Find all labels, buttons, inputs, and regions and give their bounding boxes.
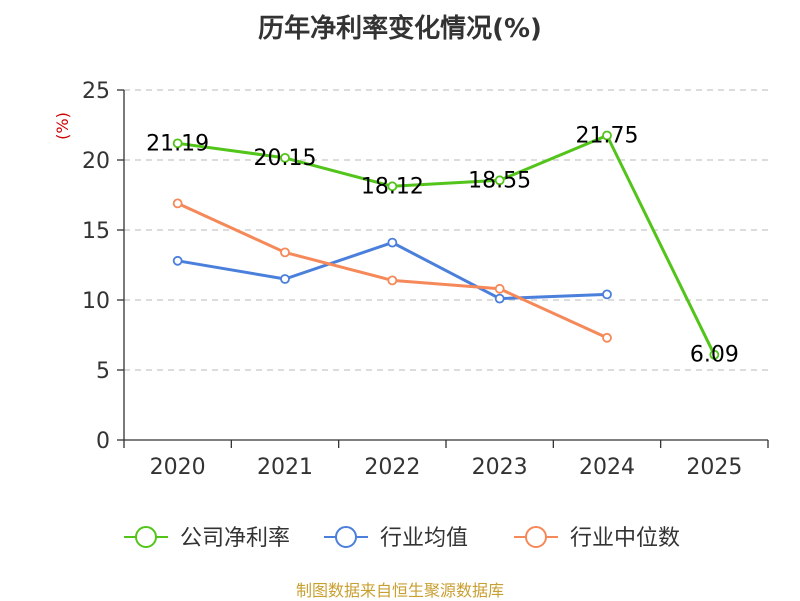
- data-point-s3-2024: [602, 332, 612, 343]
- data-point-s3-2022: [387, 275, 398, 286]
- y-tick-label-15: 15: [82, 219, 110, 244]
- data-label-2023: 18.55: [468, 168, 531, 193]
- series-lines: [172, 130, 720, 360]
- y-axis-ticks: 0 5 10 15 20 25: [82, 79, 124, 454]
- data-label-2021: 20.15: [254, 146, 317, 171]
- data-point-s3-2023: [494, 283, 505, 294]
- data-point-s1-2025: [709, 349, 720, 360]
- data-label-2024: 21.75: [576, 124, 639, 149]
- legend: 公司净利率 行业均值 行业中位数: [124, 526, 680, 551]
- y-tick-label-25: 25: [82, 79, 110, 104]
- legend-marker-3: [525, 526, 547, 548]
- data-point-s2-2022: [387, 237, 398, 248]
- x-tick-label-2023: 2023: [472, 455, 528, 480]
- y-tick-label-0: 0: [96, 429, 110, 454]
- data-point-s2-2024: [602, 289, 612, 300]
- x-axis-ticks: 2020 2021 2022 2023 2024 2025: [123, 440, 769, 480]
- x-tick-label-2021: 2021: [257, 455, 313, 480]
- data-point-s1-2022: [387, 181, 398, 192]
- data-label-2020: 21.19: [146, 131, 209, 156]
- x-tick-label-2024: 2024: [579, 455, 635, 480]
- data-point-s1-2021: [280, 152, 290, 163]
- data-point-s3-2021: [280, 247, 290, 258]
- series-line-2: [177, 241, 608, 301]
- chart-title: 历年净利率变化情况(%): [258, 14, 542, 44]
- data-label-2025: 6.09: [690, 343, 739, 368]
- data-point-s3-2020: [172, 198, 183, 209]
- data-point-s2-2021: [280, 274, 290, 284]
- data-point-s2-2023: [494, 293, 505, 304]
- y-tick-label-10: 10: [82, 289, 110, 314]
- gridlines: [124, 89, 768, 371]
- data-source-note: 制图数据来自恒生聚源数据库: [295, 581, 504, 600]
- data-label-2022: 18.12: [361, 174, 424, 199]
- data-point-s1-2024: [602, 130, 612, 141]
- legend-label-1: 公司净利率: [180, 526, 290, 551]
- legend-label-2: 行业均值: [380, 526, 468, 551]
- x-tick-label-2025: 2025: [686, 455, 742, 480]
- legend-marker-1: [135, 526, 157, 548]
- legend-marker-2: [335, 526, 357, 548]
- series-line-1: [177, 134, 716, 356]
- y-tick-label-20: 20: [82, 149, 110, 174]
- x-tick-label-2020: 2020: [150, 455, 206, 480]
- data-point-s1-2020: [172, 138, 183, 149]
- x-tick-label-2022: 2022: [364, 455, 420, 480]
- data-point-s2-2020: [172, 255, 183, 266]
- legend-label-3: 行业中位数: [570, 526, 680, 551]
- y-axis-label: (%): [53, 112, 72, 140]
- data-point-s1-2023: [494, 175, 505, 186]
- y-tick-label-5: 5: [96, 359, 110, 384]
- data-labels: 21.19 20.15 18.12 18.55 21.75 6.09: [146, 124, 739, 368]
